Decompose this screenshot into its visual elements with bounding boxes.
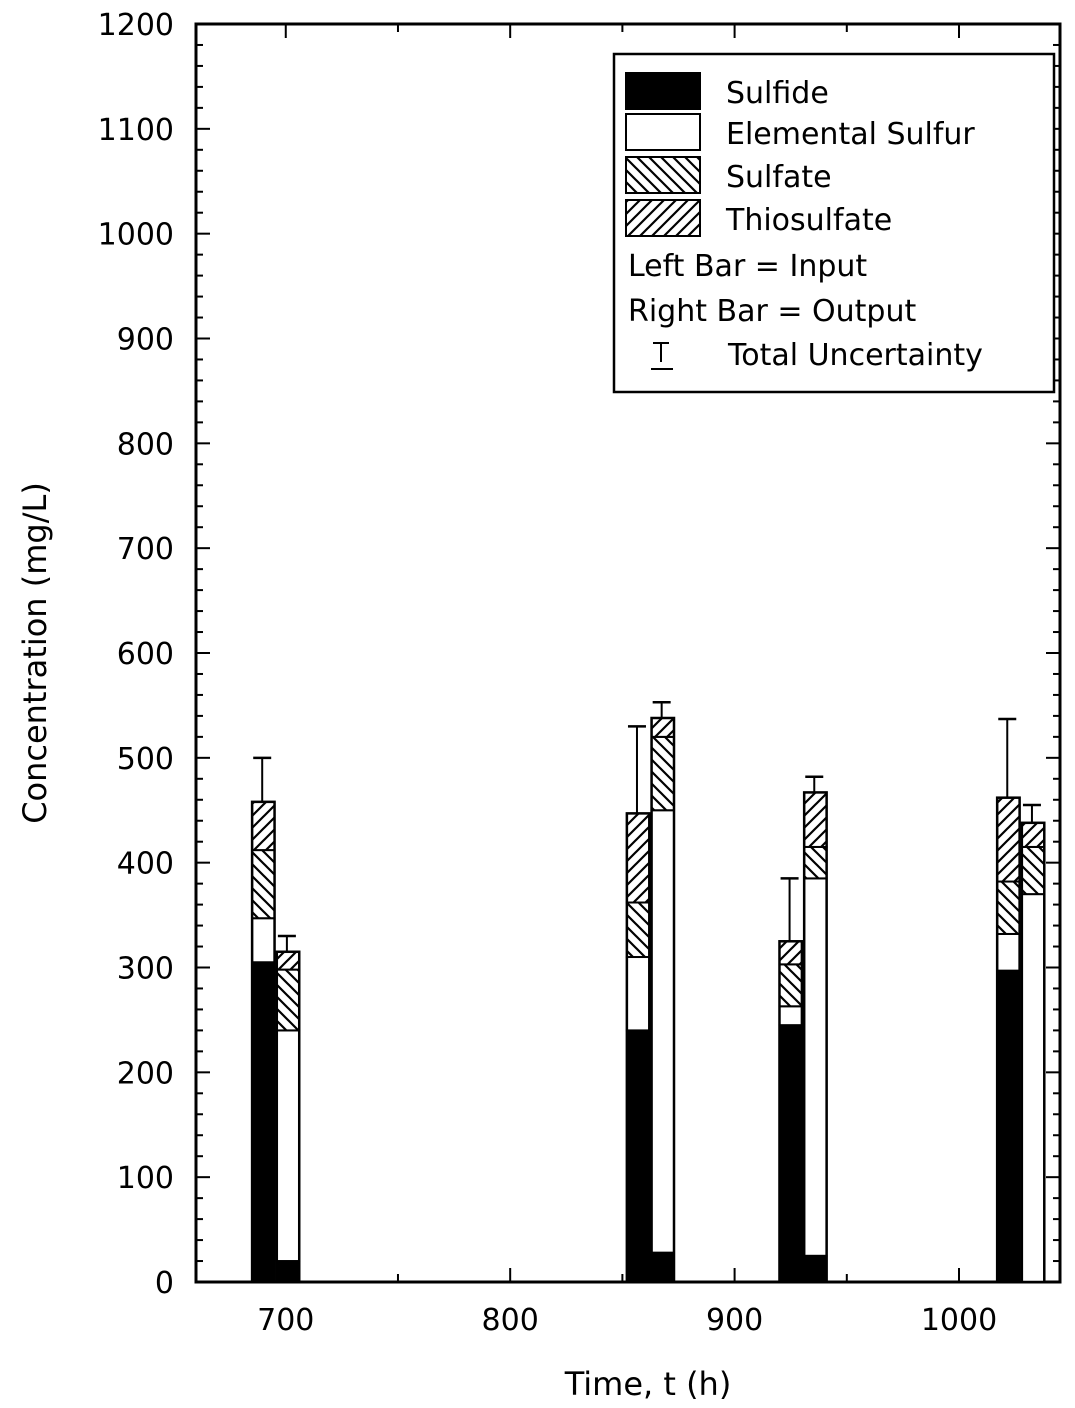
- y-tick-label: 500: [117, 742, 174, 777]
- output-bar-elemental-sulfur-segment: [803, 877, 828, 1257]
- output-bar-sulfate-segment: [275, 968, 301, 1032]
- input-bar-sulfide-segment: [996, 969, 1021, 1284]
- x-tick-label: 900: [706, 1303, 763, 1338]
- output-bar-sulfate-segment: [1020, 845, 1046, 896]
- output-bar-thiosulfate-segment: [275, 950, 301, 971]
- y-tick-label: 900: [117, 323, 174, 358]
- y-tick-label: 1000: [98, 218, 174, 253]
- legend: Sulfide Elemental Sulfur Sulfate Thiosulfat…: [612, 52, 1056, 394]
- x-axis-title: Time, t (h): [564, 1365, 732, 1403]
- y-tick-label: 0: [155, 1266, 174, 1301]
- input-bar-elemental-sulfur-segment: [996, 932, 1021, 972]
- output-bar-thiosulfate-segment: [803, 791, 828, 848]
- input-bar-outline: [995, 796, 1021, 1284]
- output-bar-outline: [802, 791, 828, 1284]
- legend-note-input: Left Bar = Input: [628, 249, 867, 284]
- input-bar-thiosulfate-segment: [996, 796, 1021, 883]
- output-bar-elemental-sulfur-segment: [1020, 893, 1046, 1283]
- input-bar-outline: [250, 800, 276, 1284]
- output-bar-outline: [650, 716, 676, 1284]
- y-tick-label: 200: [117, 1056, 174, 1091]
- y-tick-label: 400: [117, 847, 174, 882]
- y-axis-title: Concentration (mg/L): [16, 482, 54, 824]
- y-tick-label: 1100: [98, 113, 174, 148]
- output-bar-outline: [1020, 821, 1046, 1284]
- y-tick-label: 100: [117, 1161, 174, 1196]
- input-bar-sulfide-segment: [778, 1024, 803, 1283]
- y-tick-label: 800: [117, 427, 174, 462]
- legend-swatch-sulfate: [625, 156, 701, 194]
- output-bar-sulfide-segment: [650, 1251, 676, 1283]
- input-bar-elemental-sulfur-segment: [625, 956, 651, 1032]
- input-bar-thiosulfate-segment: [625, 812, 651, 904]
- legend-note-output: Right Bar = Output: [628, 294, 916, 329]
- legend-label: Elemental Sulfur: [726, 117, 975, 152]
- output-bar-thiosulfate-segment: [650, 716, 676, 738]
- legend-label: Thiosulfate: [725, 203, 892, 238]
- input-bar-outline: [625, 812, 651, 1284]
- output-bar-sulfate-segment: [803, 845, 828, 880]
- input-bar-sulfate-segment: [996, 880, 1021, 935]
- input-bar-elemental-sulfur-segment: [251, 917, 276, 964]
- bars: [250, 701, 1046, 1284]
- output-bar-outline: [275, 950, 301, 1284]
- input-bar-outline: [778, 940, 804, 1284]
- y-tick-label: 700: [117, 532, 174, 567]
- input-bar-sulfate-segment: [251, 849, 276, 920]
- legend-uncertainty-label: Total Uncertainty: [727, 338, 983, 373]
- legend-swatch-sulfide: [625, 72, 701, 110]
- input-bar-thiosulfate-segment: [778, 940, 803, 966]
- y-tick-label: 1200: [98, 8, 174, 43]
- y-tick-label: 300: [117, 952, 174, 987]
- input-bar-sulfide-segment: [625, 1029, 651, 1284]
- input-bar-thiosulfate-segment: [251, 800, 276, 852]
- output-bar-sulfate-segment: [650, 735, 676, 812]
- input-bar-elemental-sulfur-segment: [778, 1005, 803, 1027]
- output-bar-sulfide-segment: [803, 1254, 828, 1283]
- legend-label: Sulfide: [726, 76, 829, 111]
- input-bar-sulfate-segment: [778, 963, 803, 1008]
- axes: 0 100 200 300 400 500 600 700 800 900 1000 1100 1200…: [16, 8, 1062, 1403]
- input-bar-sulfide-segment: [251, 961, 276, 1284]
- output-bar-sulfide-segment: [275, 1260, 301, 1283]
- x-tick-label: 800: [482, 1303, 539, 1338]
- x-tick-label: 700: [257, 1303, 314, 1338]
- output-bar-elemental-sulfur-segment: [275, 1029, 301, 1263]
- input-bar-sulfate-segment: [625, 901, 651, 959]
- y-tick-label: 600: [117, 637, 174, 672]
- legend-swatch-thiosulfate: [625, 199, 701, 237]
- legend-label: Sulfate: [726, 160, 832, 195]
- x-tick-label: 1000: [921, 1303, 997, 1338]
- output-bar-thiosulfate-segment: [1020, 821, 1046, 848]
- output-bar-elemental-sulfur-segment: [650, 809, 676, 1254]
- legend-swatch-elemental-sulfur: [625, 113, 701, 151]
